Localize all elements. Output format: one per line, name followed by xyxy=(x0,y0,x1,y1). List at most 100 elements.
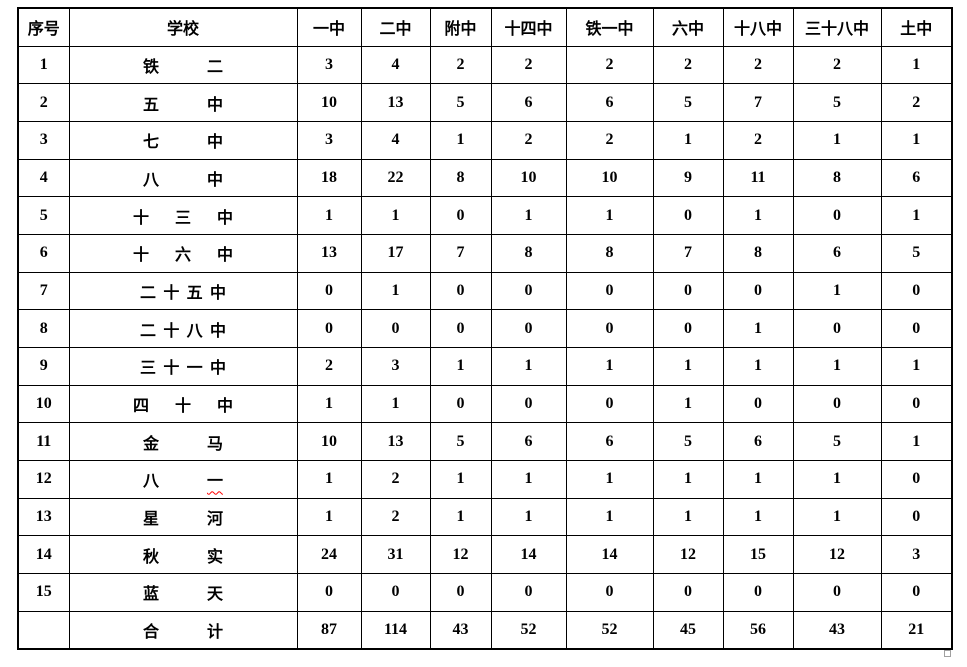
value-cell[interactable]: 0 xyxy=(722,384,794,424)
value-cell[interactable]: 2 xyxy=(722,120,794,160)
value-cell[interactable]: 2 xyxy=(429,45,492,85)
value-cell[interactable]: 1 xyxy=(296,196,362,235)
value-cell[interactable]: 3 xyxy=(296,120,362,160)
value-cell[interactable]: 8 xyxy=(565,233,654,273)
value-cell[interactable]: 1 xyxy=(652,120,724,160)
value-cell[interactable]: 2 xyxy=(360,460,431,499)
value-cell[interactable]: 0 xyxy=(296,309,362,348)
row-number-cell[interactable] xyxy=(17,610,70,650)
value-cell[interactable]: 1 xyxy=(722,497,794,537)
value-cell[interactable]: 5 xyxy=(652,422,724,462)
row-number-cell[interactable]: 5 xyxy=(17,196,70,235)
value-cell[interactable]: 2 xyxy=(296,347,362,386)
value-cell[interactable]: 9 xyxy=(652,158,724,198)
school-name-cell[interactable]: 十六中 xyxy=(68,233,298,273)
school-name-cell[interactable]: 八一 xyxy=(68,460,298,499)
value-cell[interactable]: 1 xyxy=(722,347,794,386)
value-cell[interactable]: 1 xyxy=(429,460,492,499)
school-name-cell[interactable]: 十三中 xyxy=(68,196,298,235)
value-cell[interactable]: 2 xyxy=(360,497,431,537)
school-name-cell[interactable]: 蓝天 xyxy=(68,573,298,612)
row-number-cell[interactable]: 2 xyxy=(17,83,70,122)
value-cell[interactable]: 13 xyxy=(360,422,431,462)
value-cell[interactable]: 1 xyxy=(360,196,431,235)
value-cell[interactable]: 6 xyxy=(880,158,953,198)
value-cell[interactable]: 14 xyxy=(565,535,654,575)
value-cell[interactable]: 7 xyxy=(429,233,492,273)
row-number-cell[interactable]: 8 xyxy=(17,309,70,348)
value-cell[interactable]: 13 xyxy=(360,83,431,122)
value-cell[interactable]: 2 xyxy=(490,120,567,160)
header-cell[interactable]: 三十八中 xyxy=(792,7,882,47)
row-number-cell[interactable]: 12 xyxy=(17,460,70,499)
value-cell[interactable]: 13 xyxy=(296,233,362,273)
value-cell[interactable]: 87 xyxy=(296,610,362,650)
value-cell[interactable]: 1 xyxy=(652,497,724,537)
value-cell[interactable]: 2 xyxy=(490,45,567,85)
value-cell[interactable]: 1 xyxy=(490,497,567,537)
value-cell[interactable]: 0 xyxy=(429,196,492,235)
value-cell[interactable]: 0 xyxy=(490,573,567,612)
header-cell[interactable]: 序号 xyxy=(17,7,70,47)
value-cell[interactable]: 0 xyxy=(490,384,567,424)
value-cell[interactable]: 1 xyxy=(722,196,794,235)
value-cell[interactable]: 5 xyxy=(880,233,953,273)
value-cell[interactable]: 6 xyxy=(490,83,567,122)
value-cell[interactable]: 14 xyxy=(490,535,567,575)
value-cell[interactable]: 45 xyxy=(652,610,724,650)
value-cell[interactable]: 0 xyxy=(880,309,953,348)
value-cell[interactable]: 1 xyxy=(652,460,724,499)
value-cell[interactable]: 0 xyxy=(792,384,882,424)
school-name-cell[interactable]: 合计 xyxy=(68,610,298,650)
value-cell[interactable]: 1 xyxy=(652,347,724,386)
value-cell[interactable]: 0 xyxy=(652,309,724,348)
header-cell[interactable]: 二中 xyxy=(360,7,431,47)
value-cell[interactable]: 2 xyxy=(565,120,654,160)
value-cell[interactable]: 12 xyxy=(429,535,492,575)
school-name-cell[interactable]: 二十五中 xyxy=(68,271,298,311)
value-cell[interactable]: 1 xyxy=(429,120,492,160)
value-cell[interactable]: 0 xyxy=(792,309,882,348)
value-cell[interactable]: 6 xyxy=(490,422,567,462)
value-cell[interactable]: 1 xyxy=(880,196,953,235)
value-cell[interactable]: 7 xyxy=(652,233,724,273)
header-cell[interactable]: 学校 xyxy=(68,7,298,47)
value-cell[interactable]: 0 xyxy=(429,384,492,424)
row-number-cell[interactable]: 11 xyxy=(17,422,70,462)
value-cell[interactable]: 0 xyxy=(880,460,953,499)
header-cell[interactable]: 十四中 xyxy=(490,7,567,47)
value-cell[interactable]: 3 xyxy=(880,535,953,575)
value-cell[interactable]: 10 xyxy=(296,83,362,122)
value-cell[interactable]: 1 xyxy=(429,497,492,537)
value-cell[interactable]: 22 xyxy=(360,158,431,198)
header-cell[interactable]: 铁一中 xyxy=(565,7,654,47)
value-cell[interactable]: 1 xyxy=(880,347,953,386)
row-number-cell[interactable]: 9 xyxy=(17,347,70,386)
school-name-cell[interactable]: 星河 xyxy=(68,497,298,537)
value-cell[interactable]: 0 xyxy=(360,309,431,348)
value-cell[interactable]: 5 xyxy=(792,83,882,122)
value-cell[interactable]: 0 xyxy=(565,271,654,311)
value-cell[interactable]: 56 xyxy=(722,610,794,650)
value-cell[interactable]: 1 xyxy=(792,120,882,160)
value-cell[interactable]: 2 xyxy=(652,45,724,85)
value-cell[interactable]: 1 xyxy=(296,497,362,537)
value-cell[interactable]: 8 xyxy=(490,233,567,273)
value-cell[interactable]: 43 xyxy=(429,610,492,650)
value-cell[interactable]: 10 xyxy=(296,422,362,462)
value-cell[interactable]: 1 xyxy=(360,384,431,424)
school-name-cell[interactable]: 三十一中 xyxy=(68,347,298,386)
value-cell[interactable]: 6 xyxy=(565,422,654,462)
value-cell[interactable]: 5 xyxy=(792,422,882,462)
header-cell[interactable]: 十八中 xyxy=(722,7,794,47)
value-cell[interactable]: 0 xyxy=(565,573,654,612)
value-cell[interactable]: 4 xyxy=(360,45,431,85)
value-cell[interactable]: 0 xyxy=(429,573,492,612)
value-cell[interactable]: 5 xyxy=(429,422,492,462)
value-cell[interactable]: 2 xyxy=(722,45,794,85)
school-name-cell[interactable]: 七中 xyxy=(68,120,298,160)
value-cell[interactable]: 6 xyxy=(565,83,654,122)
value-cell[interactable]: 11 xyxy=(722,158,794,198)
row-number-cell[interactable]: 4 xyxy=(17,158,70,198)
value-cell[interactable]: 0 xyxy=(880,384,953,424)
